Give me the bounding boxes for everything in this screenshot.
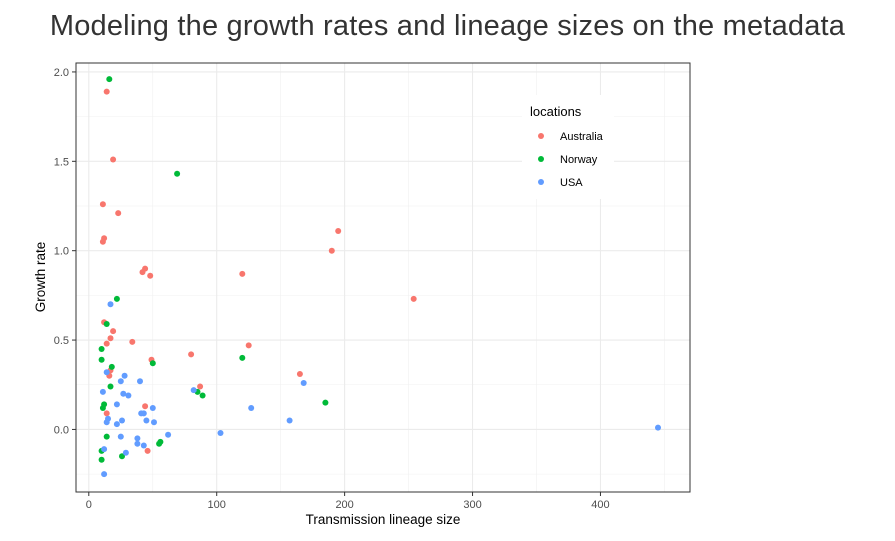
data-point-usa bbox=[248, 405, 255, 411]
data-point-australia bbox=[142, 265, 149, 272]
data-point-usa bbox=[113, 401, 120, 408]
data-point-usa bbox=[103, 369, 110, 376]
data-point-norway bbox=[103, 321, 110, 327]
data-point-australia bbox=[129, 338, 136, 345]
y-tick-label: 1.5 bbox=[54, 156, 69, 168]
data-point-usa bbox=[125, 392, 132, 399]
data-point-usa bbox=[190, 387, 197, 394]
data-point-usa bbox=[99, 388, 106, 395]
data-point-australia bbox=[144, 447, 151, 454]
x-tick-label: 100 bbox=[208, 499, 226, 511]
data-point-australia bbox=[107, 335, 114, 342]
data-point-usa bbox=[122, 449, 129, 456]
data-point-usa bbox=[143, 417, 150, 424]
legend-key-australia bbox=[538, 133, 544, 139]
data-point-usa bbox=[134, 440, 141, 447]
data-point-australia bbox=[110, 156, 117, 163]
data-point-usa bbox=[107, 301, 114, 308]
data-point-australia bbox=[410, 295, 417, 302]
y-axis-title: Growth rate bbox=[33, 242, 48, 313]
data-point-usa bbox=[655, 424, 661, 431]
data-point-norway bbox=[99, 405, 106, 411]
data-point-usa bbox=[119, 417, 125, 424]
legend: locations Australia Norway USA bbox=[522, 95, 614, 199]
data-point-norway bbox=[119, 453, 125, 460]
data-point-usa bbox=[151, 419, 157, 426]
plot-panel-border bbox=[75, 62, 691, 493]
data-point-australia bbox=[99, 238, 106, 245]
data-point-australia bbox=[328, 247, 335, 254]
x-tick-label: 400 bbox=[591, 499, 609, 511]
data-point-australia bbox=[197, 383, 204, 390]
legend-label-norway: Norway bbox=[560, 154, 598, 166]
data-point-usa bbox=[300, 380, 307, 386]
data-point-australia bbox=[296, 371, 303, 377]
data-point-australia bbox=[147, 272, 154, 279]
data-point-australia bbox=[110, 328, 117, 335]
data-point-australia bbox=[103, 88, 110, 95]
data-point-usa bbox=[101, 471, 108, 478]
data-point-australia bbox=[142, 403, 149, 410]
legend-items: Australia Norway USA bbox=[538, 131, 604, 189]
data-point-norway bbox=[98, 456, 105, 463]
data-point-usa bbox=[137, 378, 143, 385]
data-point-norway bbox=[199, 392, 206, 399]
legend-title: locations bbox=[530, 104, 582, 119]
data-point-usa bbox=[117, 433, 124, 440]
legend-label-usa: USA bbox=[560, 177, 583, 189]
legend-label-australia: Australia bbox=[560, 131, 604, 143]
data-point-australia bbox=[245, 342, 252, 349]
data-point-australia bbox=[188, 351, 195, 358]
data-point-australia bbox=[103, 410, 110, 417]
data-point-norway bbox=[107, 383, 114, 390]
data-point-australia bbox=[115, 210, 122, 217]
data-point-norway bbox=[108, 363, 115, 370]
data-point-usa bbox=[217, 430, 224, 436]
data-point-usa bbox=[140, 410, 147, 417]
data-point-norway bbox=[149, 360, 156, 367]
x-axis-title: Transmission lineage size bbox=[306, 512, 461, 527]
data-point-australia bbox=[335, 228, 342, 234]
data-point-usa bbox=[286, 417, 293, 424]
data-point-norway bbox=[98, 356, 105, 363]
y-tick-label: 0.5 bbox=[54, 335, 69, 347]
data-point-norway bbox=[106, 76, 113, 83]
y-tick-label: 0.0 bbox=[54, 424, 69, 436]
y-tick-label: 2.0 bbox=[54, 67, 69, 79]
data-point-australia bbox=[239, 270, 246, 277]
data-point-usa bbox=[120, 390, 127, 397]
data-point-norway bbox=[322, 399, 329, 406]
data-point-norway bbox=[103, 433, 110, 440]
data-point-australia bbox=[103, 340, 110, 347]
minor-grid bbox=[76, 63, 690, 492]
data-point-usa bbox=[101, 446, 108, 453]
data-points bbox=[98, 76, 661, 478]
legend-key-norway bbox=[538, 156, 544, 162]
data-point-usa bbox=[149, 405, 156, 411]
page-title: Modeling the growth rates and lineage si… bbox=[49, 10, 846, 42]
x-tick-label: 300 bbox=[463, 499, 481, 511]
data-point-usa bbox=[134, 435, 141, 442]
data-point-usa bbox=[165, 431, 172, 438]
x-tick-label: 200 bbox=[335, 499, 353, 511]
data-point-usa bbox=[121, 372, 128, 379]
x-axis: 0 100 200 300 400 bbox=[86, 492, 610, 511]
data-point-usa bbox=[140, 442, 147, 449]
data-point-norway bbox=[174, 170, 181, 177]
data-point-norway bbox=[98, 346, 105, 352]
data-point-norway bbox=[239, 354, 246, 361]
data-point-norway bbox=[156, 440, 163, 447]
legend-background bbox=[522, 95, 614, 199]
y-tick-label: 1.0 bbox=[54, 246, 69, 258]
y-axis: 0.0 0.5 1.0 1.5 2.0 bbox=[54, 67, 76, 436]
data-point-usa bbox=[117, 378, 124, 385]
x-tick-label: 0 bbox=[86, 499, 92, 511]
data-point-usa bbox=[103, 419, 110, 426]
legend-key-usa bbox=[538, 179, 544, 185]
data-point-usa bbox=[113, 421, 120, 428]
data-point-australia bbox=[99, 201, 106, 208]
data-point-norway bbox=[113, 295, 120, 302]
